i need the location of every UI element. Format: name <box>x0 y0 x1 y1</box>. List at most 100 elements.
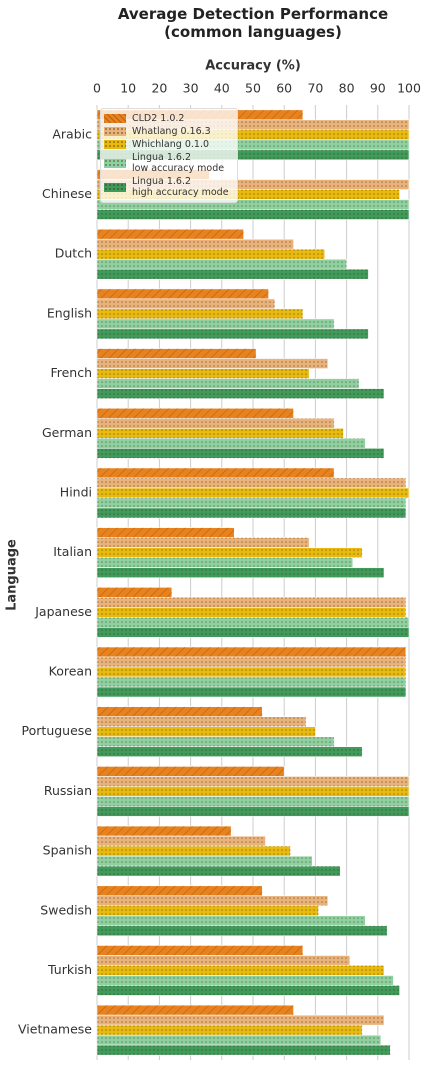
bar-pattern <box>97 199 409 210</box>
legend-swatch <box>104 114 126 123</box>
bar-pattern <box>97 1005 294 1016</box>
bar-pattern <box>97 587 172 598</box>
legend: CLD2 1.0.2 Whatlang 0.16.3 Whichlang 0.1.0… <box>100 108 238 203</box>
x-tick-label: 60 <box>276 81 292 96</box>
bar-group <box>96 925 388 937</box>
bar-pattern <box>97 239 294 250</box>
y-tick-label: Hindi <box>60 484 92 499</box>
bar-group <box>96 557 354 568</box>
bar-pattern <box>97 527 235 538</box>
y-tick-label: Japanese <box>34 604 92 619</box>
bar-pattern <box>97 348 257 359</box>
bar-group <box>96 1004 294 1016</box>
x-tick-label: 10 <box>120 81 136 96</box>
bar-group <box>96 945 304 956</box>
bar-pattern <box>97 438 366 449</box>
bar-pattern <box>97 378 360 389</box>
bar-group <box>96 487 410 499</box>
legend-item: Whatlang 0.16.3 <box>104 126 234 137</box>
bar-pattern <box>97 388 385 399</box>
bar-pattern <box>97 507 406 518</box>
bar-group <box>96 905 319 917</box>
bar-pattern <box>97 945 303 956</box>
bar-group <box>96 975 394 986</box>
bar-group <box>96 955 351 966</box>
y-tick-label: English <box>47 305 92 320</box>
bar-pattern <box>97 269 369 280</box>
y-tick-label: German <box>42 425 92 440</box>
bar-pattern <box>97 547 363 558</box>
legend-item: CLD2 1.0.2 <box>104 113 234 124</box>
bar-pattern <box>97 766 285 777</box>
bar-pattern <box>97 567 385 578</box>
y-tick-label: Turkish <box>47 962 92 977</box>
bar-pattern <box>97 1045 391 1056</box>
bar-group <box>96 835 266 847</box>
bar-group <box>96 766 285 777</box>
legend-item: Lingua 1.6.2 high accuracy mode <box>104 176 234 198</box>
chart-title: Average Detection Performance (common la… <box>117 5 389 41</box>
bar-pattern <box>97 657 406 668</box>
y-tick-label: Dutch <box>55 246 92 261</box>
bar-pattern <box>97 726 316 737</box>
bar-pattern <box>97 647 406 658</box>
bar-group <box>96 258 347 270</box>
bar-group <box>96 507 407 519</box>
bar-group <box>96 417 335 429</box>
bar-pattern <box>97 209 409 220</box>
bar-pattern <box>97 497 406 508</box>
bar-pattern <box>97 129 409 140</box>
bar-group <box>96 587 173 598</box>
bar-group <box>96 209 410 220</box>
bar-pattern <box>97 189 400 200</box>
bar-group <box>96 965 385 976</box>
bar-pattern <box>97 746 363 757</box>
bar-group <box>96 547 363 558</box>
bar-pattern <box>97 328 369 339</box>
bar-group <box>96 746 363 758</box>
legend-swatch <box>104 127 126 136</box>
bar-pattern <box>97 487 409 498</box>
bar-group <box>96 358 329 369</box>
bar-group <box>96 437 366 449</box>
x-tick-label: 0 <box>93 81 101 96</box>
bar-group <box>96 348 257 359</box>
bar-pattern <box>97 418 335 429</box>
bar-group <box>96 248 326 260</box>
bar-pattern <box>97 149 409 160</box>
legend-label: Whatlang 0.16.3 <box>132 126 211 137</box>
legend-swatch <box>104 158 126 168</box>
bar-pattern <box>97 706 263 717</box>
bar-group <box>96 567 385 578</box>
y-tick-label: Arabic <box>52 126 92 141</box>
bar-group <box>96 288 269 300</box>
bar-pattern <box>97 288 269 299</box>
bar-pattern <box>97 408 294 419</box>
bar-pattern <box>97 139 409 150</box>
bar-pattern <box>97 428 344 439</box>
bar-pattern <box>97 915 366 926</box>
bar-group <box>96 1014 385 1026</box>
bar-group <box>96 1024 363 1036</box>
bar-group <box>96 855 313 867</box>
bar-group <box>96 378 360 389</box>
x-tick-label: 80 <box>339 81 355 96</box>
x-tick-label: 90 <box>370 81 386 96</box>
y-tick-label: Chinese <box>42 186 92 201</box>
bar-group <box>96 497 407 509</box>
bar-pattern <box>97 557 353 568</box>
bar-group <box>96 1034 382 1046</box>
bar-pattern <box>97 925 388 936</box>
bar-group <box>96 845 291 857</box>
bar-pattern <box>97 826 232 837</box>
x-axis-label: Accuracy (%) <box>205 59 301 74</box>
bar-pattern <box>97 885 263 896</box>
bar-pattern <box>97 895 328 906</box>
bar-pattern <box>97 866 341 877</box>
bar-pattern <box>97 667 406 678</box>
bar-group <box>96 885 263 897</box>
bar-group <box>96 656 407 668</box>
bar-pattern <box>97 905 319 916</box>
bar-group <box>96 825 232 837</box>
